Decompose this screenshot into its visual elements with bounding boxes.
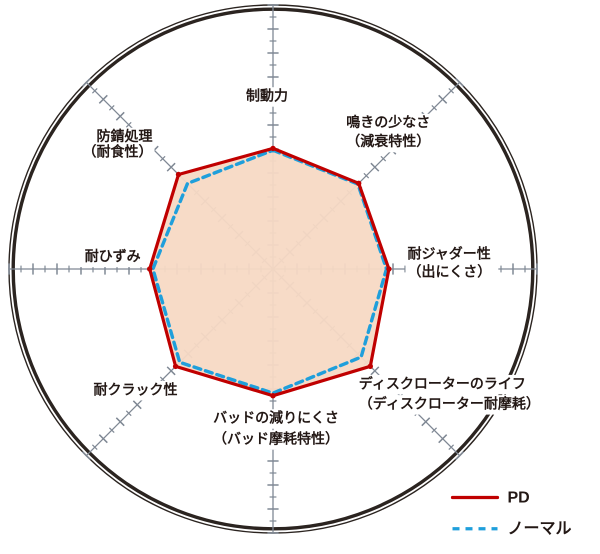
svg-text:鳴きの少なさ: 鳴きの少なさ xyxy=(346,114,430,130)
svg-text:耐クラック性: 耐クラック性 xyxy=(94,381,178,397)
svg-text:耐ジャダー性: 耐ジャダー性 xyxy=(408,245,491,261)
svg-text:制動力: 制動力 xyxy=(246,88,288,104)
svg-text:（バッド摩耗特性）: （バッド摩耗特性） xyxy=(213,431,339,447)
svg-text:ノーマル: ノーマル xyxy=(508,521,572,538)
svg-text:（ディスクローター耐摩耗）: （ディスクローター耐摩耗） xyxy=(359,396,540,412)
svg-text:ディスクローターのライフ: ディスクローターのライフ xyxy=(359,375,526,391)
svg-text:耐ひずみ: 耐ひずみ xyxy=(85,248,141,264)
svg-text:（出にくさ）: （出にくさ） xyxy=(408,264,492,280)
svg-text:バッドの減りにくさ: バッドの減りにくさ xyxy=(213,410,339,426)
svg-text:（減衰特性）: （減衰特性） xyxy=(346,133,430,149)
svg-text:防錆処理: 防錆処理 xyxy=(97,128,153,144)
svg-text:（耐食性）: （耐食性） xyxy=(83,144,153,160)
svg-text:PD: PD xyxy=(508,490,530,507)
